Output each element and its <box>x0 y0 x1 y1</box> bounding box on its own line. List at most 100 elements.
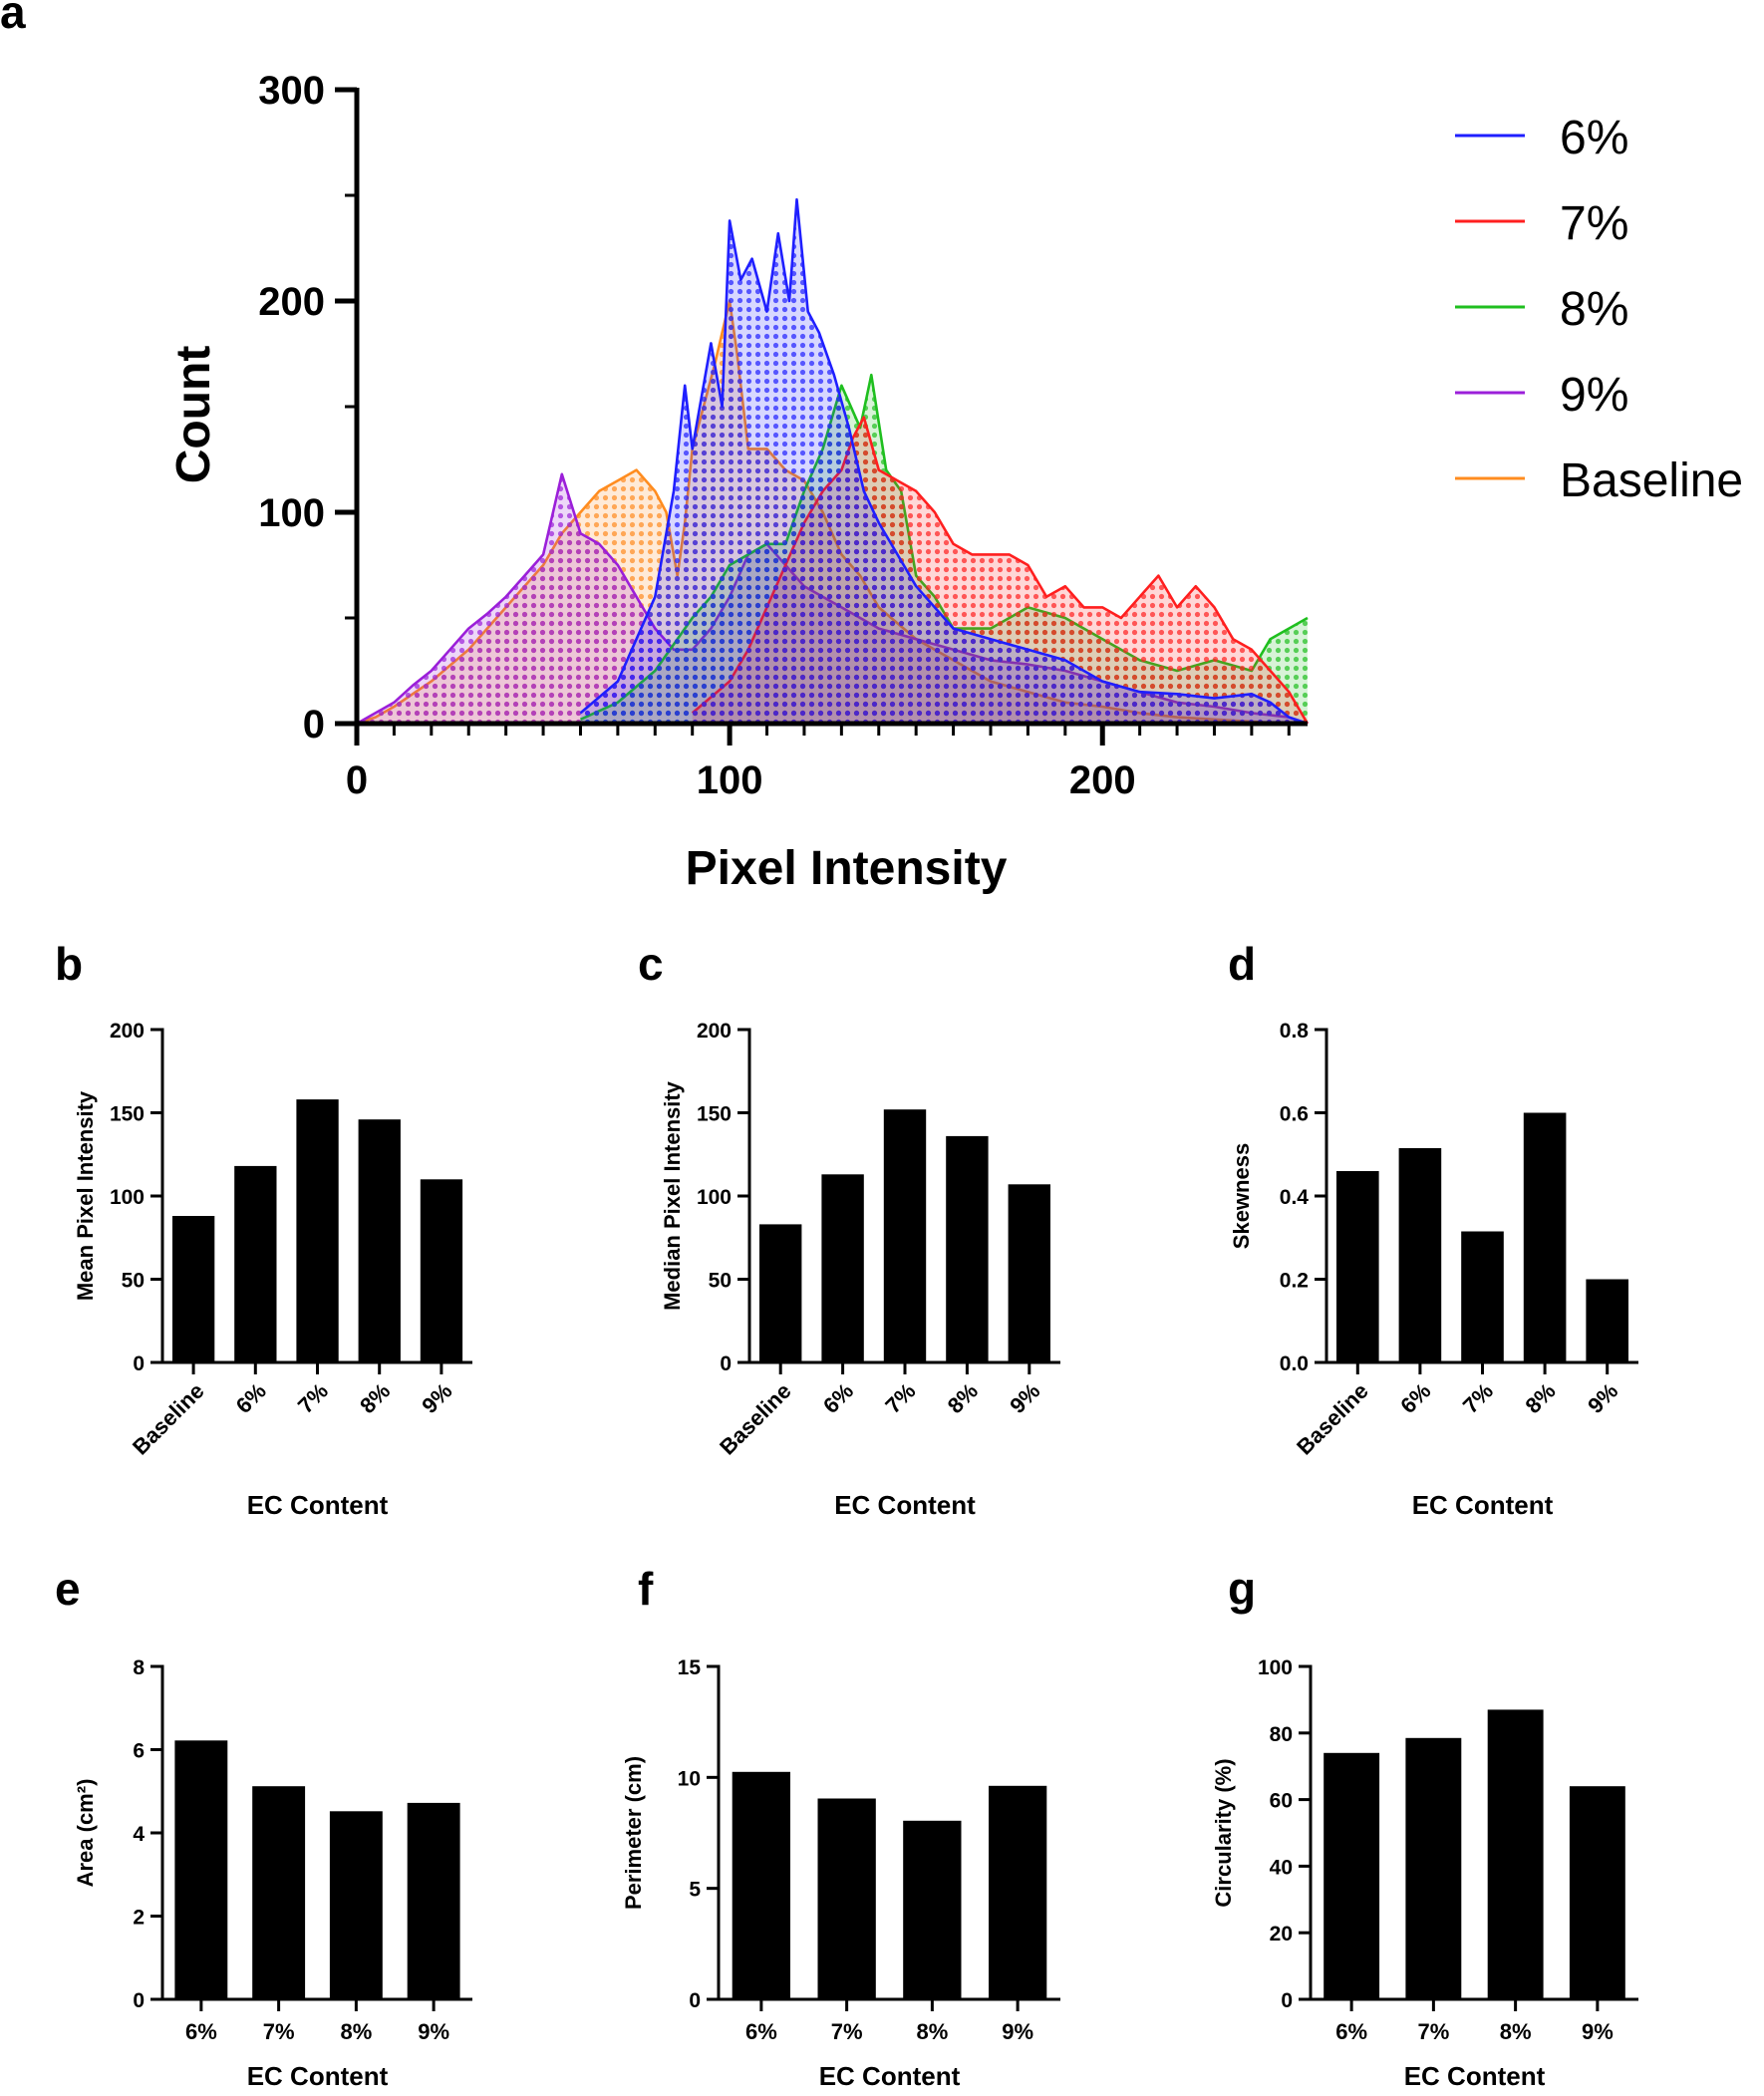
x-tick-label-7pct: 7% <box>263 2019 295 2044</box>
x-tick-label-9pct: 9% <box>417 1378 456 1418</box>
panel-g-chart: g 6% 7% 8% 9% 0 20 40 60 80 100 EC Content Circulari… <box>1211 1563 1638 2091</box>
bar-6pct <box>1323 1752 1380 1999</box>
x-axis-title: EC Content <box>247 2061 389 2091</box>
y-tick-label: 100 <box>697 1186 732 1209</box>
bar-8pct <box>358 1119 401 1362</box>
y-tick-label: 15 <box>678 1656 702 1679</box>
y-tick-label: 200 <box>110 1020 145 1043</box>
y-tick-label: 50 <box>122 1270 145 1293</box>
y-tick-label: 40 <box>1270 1856 1293 1879</box>
x-tick-label-7pct: 7% <box>831 2019 863 2044</box>
bar-baseline <box>1336 1171 1379 1362</box>
x-tick-label-7pct: 7% <box>1458 1378 1498 1418</box>
y-tick-label: 0 <box>689 1989 701 2012</box>
x-tick-label-baseline: Baseline <box>128 1378 209 1460</box>
x-axis-title: EC Content <box>819 2061 961 2091</box>
x-axis-title: EC Content <box>1412 1490 1554 1520</box>
y-tick-label: 80 <box>1270 1723 1293 1746</box>
bar-9pct <box>1569 1786 1625 1999</box>
legend-label-baseline: Baseline <box>1560 454 1743 507</box>
bar-7pct <box>817 1798 876 1999</box>
panel-letter-e: e <box>55 1563 81 1615</box>
y-tick-label: 20 <box>1270 1923 1293 1946</box>
y-tick-label: 0 <box>720 1352 732 1375</box>
bar-7pct <box>296 1099 339 1362</box>
x-tick-label-9pct: 9% <box>418 2019 449 2044</box>
bar-6pct <box>234 1165 277 1362</box>
line-6pct <box>579 197 1309 726</box>
y-tick-label: 150 <box>697 1103 732 1126</box>
panel-b-chart: b Baseline 6% 7% 8% 9% 0 50 100 150 200 EC Content M… <box>55 938 472 1520</box>
x-tick-label-6pct: 6% <box>185 2019 217 2044</box>
x-axis-title: EC Content <box>1404 2061 1546 2091</box>
x-tick-label-9pct: 9% <box>1005 1378 1044 1418</box>
x-axis-title: EC Content <box>247 1490 389 1520</box>
y-tick-label: 2 <box>133 1907 145 1930</box>
y-tick-label: 0.0 <box>1280 1352 1309 1375</box>
bar-8pct <box>903 1820 962 1999</box>
bar-9pct <box>989 1785 1047 1999</box>
panel-letter-a: a <box>0 0 26 38</box>
y-axis-title: Circularity (%) <box>1211 1758 1236 1907</box>
y-tick-label: 0 <box>303 703 325 747</box>
panel-a-chart: a 0 100 200 300 0 100 200 Pixel Intensity Count 6%… <box>0 0 1743 895</box>
legend-item-8pct: 8% <box>1455 283 1628 336</box>
x-tick-label-8pct: 8% <box>916 2019 948 2044</box>
x-tick-label: 200 <box>1069 758 1136 802</box>
legend-item-7pct: 7% <box>1455 197 1628 250</box>
x-tick-label-8pct: 8% <box>943 1378 983 1418</box>
bar-9pct <box>1008 1184 1050 1362</box>
bar-7pct <box>883 1109 927 1362</box>
y-tick-label: 10 <box>678 1767 701 1790</box>
y-tick-label: 300 <box>258 69 325 113</box>
x-tick-label-6pct: 6% <box>745 2019 777 2044</box>
legend-label-6pct: 6% <box>1560 112 1628 164</box>
bar-8pct <box>946 1135 989 1362</box>
x-axis-title: Pixel Intensity <box>686 842 1008 895</box>
panel-letter-f: f <box>638 1563 654 1615</box>
panel-letter-g: g <box>1228 1563 1256 1615</box>
y-tick-label: 4 <box>133 1823 145 1846</box>
x-tick-label-6pct: 6% <box>231 1378 271 1418</box>
y-axis-title: Area (cm²) <box>73 1779 98 1888</box>
x-tick-label: 100 <box>697 758 763 802</box>
x-tick-label-6pct: 6% <box>1395 1378 1435 1418</box>
bar-baseline <box>172 1216 215 1362</box>
x-tick-label-9pct: 9% <box>1582 2019 1614 2044</box>
x-tick-label-7pct: 7% <box>880 1378 920 1418</box>
y-tick-label: 0.4 <box>1280 1186 1310 1209</box>
y-tick-label: 0 <box>1281 1989 1293 2012</box>
series-6pct <box>579 197 1309 726</box>
y-tick-label: 6 <box>133 1740 145 1763</box>
y-tick-label: 60 <box>1270 1790 1293 1813</box>
legend-label-8pct: 8% <box>1560 283 1628 336</box>
panel-letter-b: b <box>55 938 83 990</box>
legend-label-9pct: 9% <box>1560 369 1628 422</box>
y-tick-label: 0.2 <box>1280 1270 1309 1293</box>
bar-8pct <box>329 1811 383 1999</box>
bar-9pct <box>407 1802 460 1999</box>
panel-f-chart: f 6% 7% 8% 9% 0 5 10 15 EC Content Perimeter (cm) <box>621 1563 1060 2091</box>
bar-8pct <box>1487 1709 1544 1999</box>
y-tick-label: 100 <box>110 1186 145 1209</box>
y-tick-label: 50 <box>709 1270 732 1293</box>
y-tick-label: 200 <box>697 1020 732 1043</box>
bar-6pct <box>174 1740 228 1999</box>
bar-6pct <box>821 1174 864 1362</box>
panel-letter-d: d <box>1228 938 1256 990</box>
bar-6pct <box>1398 1148 1442 1362</box>
y-tick-label: 100 <box>258 491 325 535</box>
panel-d-chart: d Baseline 6% 7% 8% 9% 0.0 0.2 0.4 0.6 0.8 EC Conte… <box>1228 938 1638 1520</box>
y-tick-label: 8 <box>133 1656 145 1679</box>
y-tick-label: 5 <box>689 1879 701 1902</box>
x-tick-label-6pct: 6% <box>1335 2019 1367 2044</box>
area-fill-9pct <box>357 473 1308 724</box>
y-tick-label: 0.8 <box>1280 1020 1310 1043</box>
panel-c-chart: c Baseline 6% 7% 8% 9% 0 50 100 150 200 EC Content M… <box>638 938 1060 1520</box>
x-tick-label-7pct: 7% <box>293 1378 333 1418</box>
x-tick-label-6pct: 6% <box>818 1378 858 1418</box>
x-tick-label-8pct: 8% <box>355 1378 395 1418</box>
y-tick-label: 100 <box>1258 1656 1293 1679</box>
y-axis-title: Median Pixel Intensity <box>660 1080 685 1311</box>
bar-7pct <box>1461 1231 1504 1362</box>
